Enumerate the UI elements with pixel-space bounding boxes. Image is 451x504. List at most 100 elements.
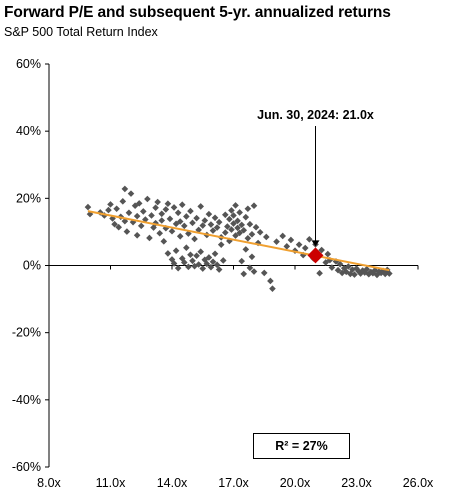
data-point <box>386 270 393 277</box>
data-point <box>144 195 151 203</box>
data-point <box>236 209 243 216</box>
data-point <box>201 217 209 224</box>
data-point <box>224 223 231 230</box>
annotation-arrow-head <box>311 240 320 247</box>
data-point <box>176 232 184 240</box>
data-point <box>283 243 291 250</box>
x-tick-label: 11.0x <box>96 476 126 490</box>
data-point <box>318 246 325 254</box>
data-point <box>263 233 270 241</box>
y-tick-label: -60% <box>12 460 41 474</box>
data-point <box>287 236 295 244</box>
data-point <box>232 202 239 209</box>
data-point <box>164 200 172 208</box>
data-point <box>148 212 155 219</box>
data-point <box>213 224 221 231</box>
data-point <box>101 212 108 219</box>
data-point <box>123 228 131 235</box>
data-point <box>240 226 248 234</box>
data-point <box>156 229 163 237</box>
data-point <box>193 214 200 222</box>
data-point <box>127 190 135 197</box>
data-point <box>347 270 354 278</box>
data-point <box>244 205 252 213</box>
data-point <box>207 263 215 271</box>
data-point <box>230 212 237 219</box>
chart-title: Forward P/E and subsequent 5-yr. annuali… <box>4 4 391 21</box>
data-point <box>240 270 248 278</box>
data-point <box>146 234 153 242</box>
data-point <box>174 209 182 217</box>
x-tick-label: 17.0x <box>218 476 249 490</box>
data-point <box>172 220 180 228</box>
y-tick-label: 40% <box>16 124 41 138</box>
data-point <box>250 268 258 275</box>
data-point <box>152 204 159 212</box>
x-tick-label: 23.0x <box>341 476 372 490</box>
data-point <box>133 231 141 239</box>
y-tick-label: -40% <box>12 393 41 407</box>
data-point <box>168 227 176 235</box>
data-point <box>185 263 192 271</box>
data-point <box>170 260 178 267</box>
data-point <box>207 221 215 228</box>
data-point <box>246 264 254 272</box>
y-tick-label: 0% <box>23 259 41 273</box>
data-point <box>125 209 133 217</box>
data-point <box>238 221 245 229</box>
data-point <box>211 214 219 222</box>
data-point <box>213 261 221 269</box>
data-point <box>191 262 198 270</box>
data-point <box>273 238 280 245</box>
data-point <box>299 251 307 259</box>
data-point <box>154 198 161 206</box>
data-point <box>328 264 336 271</box>
data-point <box>238 257 245 265</box>
data-point <box>236 229 243 237</box>
data-point <box>172 247 180 255</box>
data-point <box>131 202 139 210</box>
data-point <box>279 232 286 240</box>
data-point <box>191 235 198 243</box>
data-point <box>215 266 223 273</box>
data-point <box>375 268 383 275</box>
data-point <box>111 220 118 228</box>
data-point <box>345 263 352 270</box>
data-point <box>203 260 211 268</box>
highlight-point <box>307 247 324 264</box>
x-tick-label: 14.0x <box>157 476 188 490</box>
data-point <box>164 250 172 257</box>
data-point <box>252 223 260 231</box>
r-squared-box: R² = 27% <box>253 433 350 459</box>
x-tick-label: 26.0x <box>403 476 434 490</box>
data-point <box>230 220 237 227</box>
data-point <box>187 207 194 215</box>
data-point <box>166 215 174 223</box>
data-point <box>158 217 166 224</box>
y-tick-label: 60% <box>16 57 41 71</box>
x-tick-label: 8.0x <box>37 476 61 490</box>
data-point <box>113 205 120 213</box>
data-point <box>222 211 229 219</box>
data-point <box>222 229 229 236</box>
data-point <box>363 265 371 273</box>
data-point <box>201 256 209 264</box>
data-point <box>269 285 276 292</box>
data-point <box>135 200 143 207</box>
data-point <box>183 244 190 252</box>
data-point <box>197 248 204 256</box>
data-point <box>158 210 166 218</box>
data-point <box>176 218 184 225</box>
data-point <box>211 250 219 258</box>
data-point <box>336 260 344 268</box>
data-point <box>244 234 252 242</box>
data-point <box>234 224 241 232</box>
data-point <box>338 269 346 277</box>
trend-line <box>87 210 390 272</box>
data-point <box>242 246 250 253</box>
data-point <box>353 265 360 272</box>
data-point <box>162 206 170 213</box>
data-point <box>181 222 188 230</box>
data-point <box>250 202 258 210</box>
